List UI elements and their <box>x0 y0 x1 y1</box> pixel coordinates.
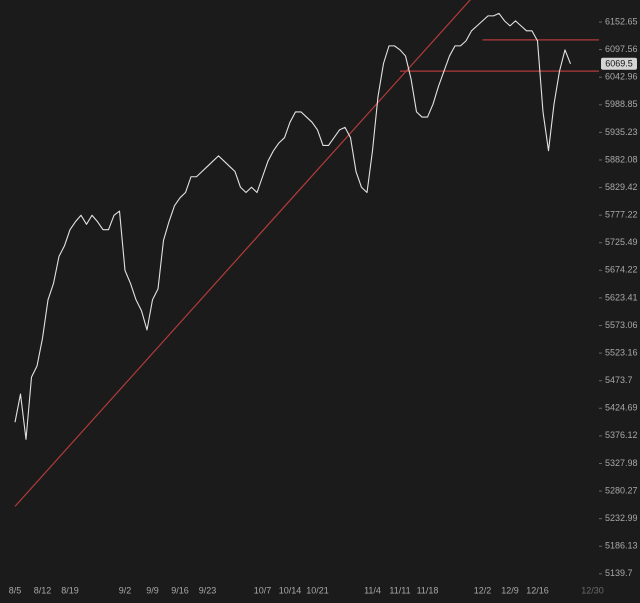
y-tick-label: 5882.08 <box>605 154 638 164</box>
y-tick-label: 5777.22 <box>605 210 638 220</box>
price-label-box <box>601 57 637 70</box>
x-tick-label: 12/2 <box>474 585 492 595</box>
x-tick-label: 9/23 <box>199 585 217 595</box>
y-tick-label: 5327.98 <box>605 458 638 468</box>
x-tick-label: 9/16 <box>171 585 189 595</box>
y-tick-label: 5280.27 <box>605 485 638 495</box>
y-tick-label: 5829.42 <box>605 182 638 192</box>
price-line <box>14 12 572 440</box>
y-tick-label: 5232.99 <box>605 513 638 523</box>
x-tick-label: 8/12 <box>34 585 52 595</box>
x-tick-label: 10/7 <box>254 585 272 595</box>
x-tick-label: 11/18 <box>417 585 439 595</box>
trendline <box>14 0 471 507</box>
x-tick-label: 8/19 <box>61 585 79 595</box>
y-tick-label: 5473.7 <box>605 375 633 385</box>
price-label: 6069.5 <box>605 59 633 69</box>
y-tick-label: 5674.22 <box>605 265 638 275</box>
x-tick-label: 12/9 <box>501 585 519 595</box>
y-tick-label: 5139.7 <box>605 568 633 578</box>
y-tick-label: 6097.56 <box>605 44 638 54</box>
y-tick-label: 5988.85 <box>605 99 638 109</box>
y-tick-label: 5376.12 <box>605 430 638 440</box>
x-tick-label: 8/5 <box>9 585 22 595</box>
x-tick-label: 11/4 <box>364 585 381 595</box>
y-tick-label: 5523.16 <box>605 347 638 357</box>
x-tick-label: 12/30 <box>581 585 604 595</box>
y-tick-label: 5623.41 <box>605 292 638 302</box>
plot-area <box>14 0 599 507</box>
y-tick-label: 5186.13 <box>605 541 638 551</box>
x-tick-label: 9/2 <box>119 585 132 595</box>
x-tick-label: 10/14 <box>279 585 302 595</box>
y-tick-label: 6152.65 <box>605 16 638 26</box>
axes: 6152.65 6097.56 6042.96 5988.85 5935.23 5882.… <box>9 16 638 595</box>
x-tick-label: 9/9 <box>146 585 159 595</box>
y-tick-label: 5573.06 <box>605 320 638 330</box>
x-tick-label: 10/21 <box>306 585 329 595</box>
y-tick-label: 6042.96 <box>605 72 638 82</box>
x-tick-label: 11/11 <box>389 585 410 595</box>
y-tick-label: 5935.23 <box>605 127 638 137</box>
x-tick-label: 12/16 <box>526 585 549 595</box>
y-tick-label: 5725.49 <box>605 237 638 247</box>
y-tick-label: 5424.69 <box>605 403 638 413</box>
